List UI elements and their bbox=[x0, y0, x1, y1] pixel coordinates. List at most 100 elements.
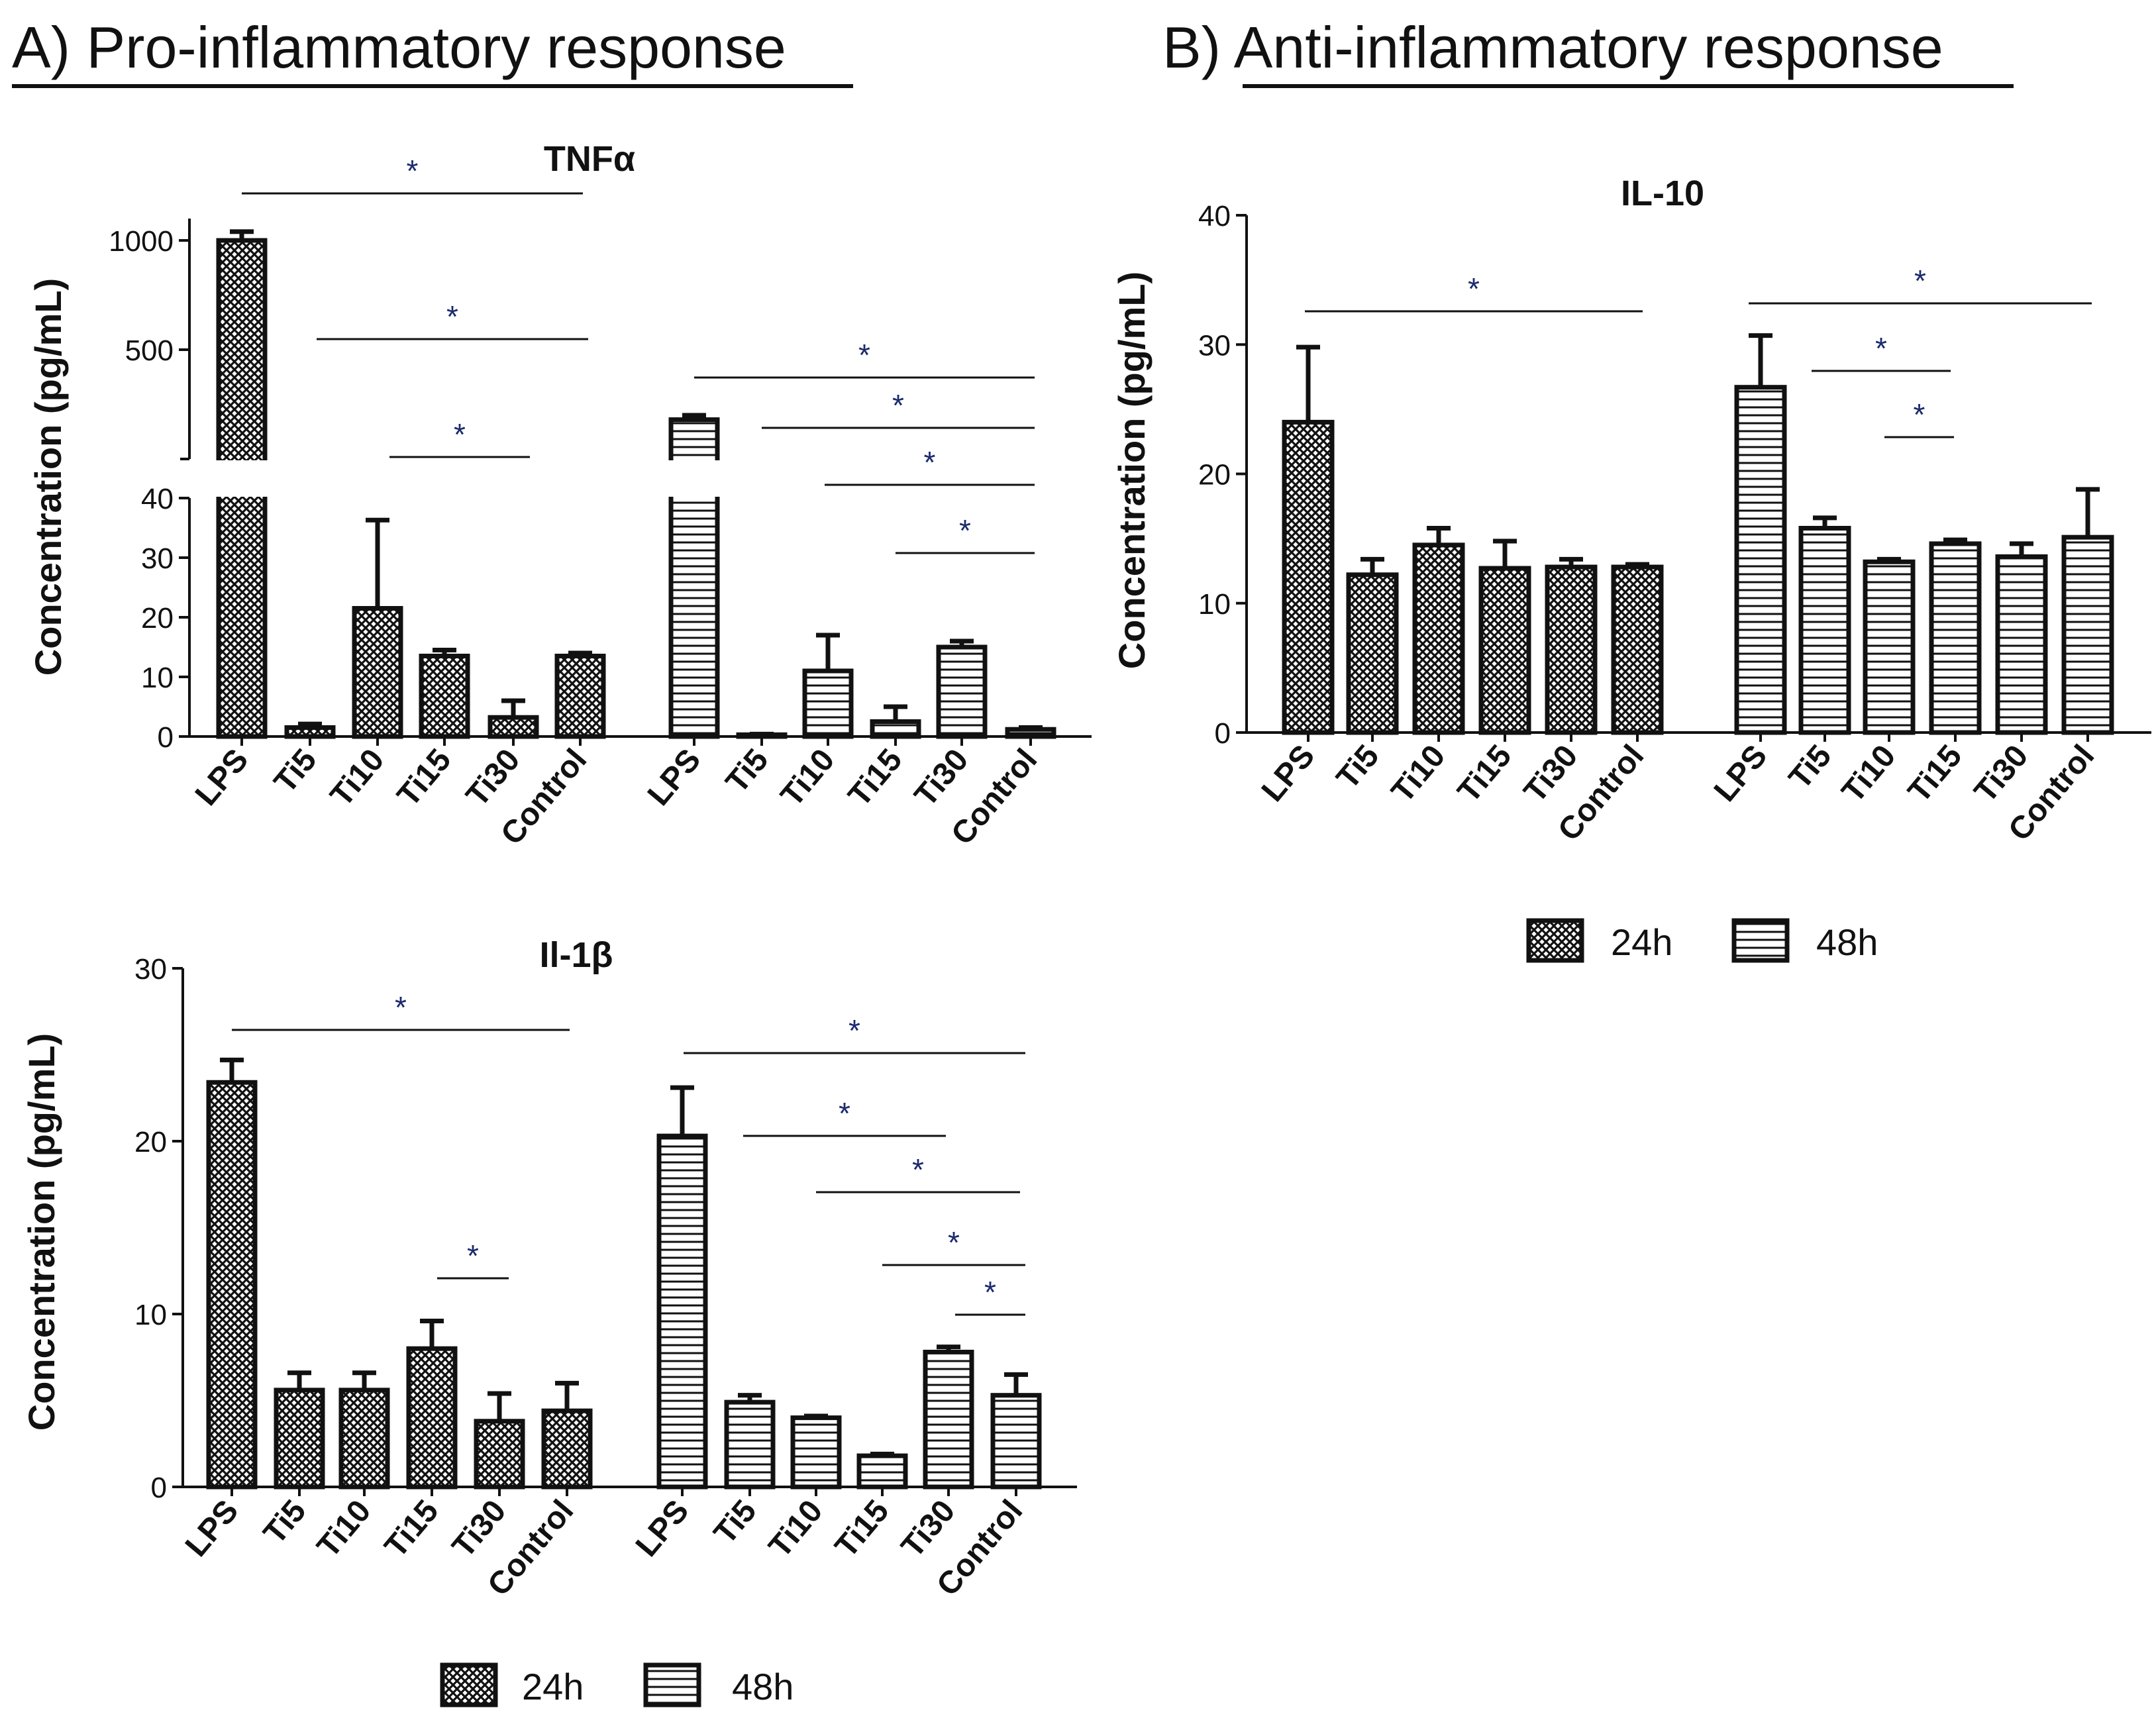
chart-title: TNFα bbox=[544, 139, 635, 179]
panel-b-title: B) Anti-inflammatory response bbox=[1162, 15, 1943, 80]
bar bbox=[541, 1408, 593, 1490]
category-tick-label: Ti5 bbox=[257, 1494, 313, 1551]
significance-star: * bbox=[407, 154, 419, 188]
axis-break-gap bbox=[215, 460, 269, 497]
y-tick-label: 40 bbox=[141, 483, 174, 515]
significance-star: * bbox=[446, 299, 458, 334]
category-tick-label: LPS bbox=[1255, 738, 1322, 809]
bar bbox=[1734, 385, 1787, 735]
category-tick-label: Ti10 bbox=[324, 742, 391, 813]
bar bbox=[923, 1349, 974, 1490]
bar bbox=[802, 668, 854, 739]
significance-star: * bbox=[395, 990, 407, 1025]
category-tick-label: Ti10 bbox=[1385, 738, 1453, 809]
y-tick-label: 10 bbox=[1198, 588, 1231, 621]
chart-title: IL-10 bbox=[1621, 174, 1704, 213]
bar bbox=[406, 1346, 458, 1490]
significance-star: * bbox=[454, 417, 466, 452]
category-tick-label: Ti15 bbox=[1451, 738, 1519, 809]
legend-24h-swatch bbox=[1526, 918, 1584, 963]
y-tick-label: 10 bbox=[134, 1299, 167, 1331]
significance-star: * bbox=[984, 1275, 996, 1309]
bar bbox=[1412, 542, 1465, 735]
legend-48h-swatch bbox=[1731, 918, 1790, 963]
y-tick-label: 20 bbox=[141, 602, 174, 635]
y-tick-label: 40 bbox=[1198, 200, 1231, 232]
bar bbox=[338, 1388, 390, 1490]
category-tick-label: Ti10 bbox=[774, 742, 842, 813]
category-tick-label: Ti15 bbox=[391, 742, 458, 813]
y-tick-label: 30 bbox=[134, 953, 167, 986]
bar bbox=[790, 1415, 842, 1490]
y-axis-label: Concentration (pg/mL) bbox=[27, 278, 69, 676]
category-tick-label: Ti15 bbox=[1902, 738, 1969, 809]
bar bbox=[488, 715, 539, 739]
bar bbox=[474, 1419, 525, 1490]
significance-star: * bbox=[892, 388, 904, 423]
category-tick-label: Ti15 bbox=[842, 742, 909, 813]
category-tick-label: Ti15 bbox=[378, 1494, 446, 1564]
bar bbox=[656, 1133, 708, 1490]
category-tick-label: LPS bbox=[629, 1494, 696, 1564]
significance-star: * bbox=[959, 513, 971, 548]
legend-24h-label: 24h bbox=[1611, 921, 1672, 963]
bar bbox=[419, 654, 470, 739]
legend-48h-swatch bbox=[643, 1662, 701, 1707]
category-tick-label: LPS bbox=[189, 742, 256, 813]
y-tick-label: 20 bbox=[1198, 459, 1231, 491]
bar bbox=[352, 606, 403, 739]
bar bbox=[990, 1393, 1042, 1490]
y-tick-label: 20 bbox=[134, 1126, 167, 1158]
significance-star: * bbox=[1875, 331, 1887, 366]
y-tick-label: 1000 bbox=[109, 225, 174, 258]
legend-24h-label: 24h bbox=[522, 1666, 584, 1707]
category-tick-label: Ti5 bbox=[1330, 738, 1386, 796]
bar bbox=[1929, 541, 1982, 735]
bar bbox=[1995, 554, 2048, 735]
y-tick-label: 500 bbox=[125, 334, 174, 367]
legend-48h-label: 48h bbox=[732, 1666, 794, 1707]
bar bbox=[274, 1388, 325, 1490]
significance-star: * bbox=[1914, 264, 1926, 298]
bar bbox=[870, 719, 921, 739]
bar bbox=[1611, 564, 1664, 735]
category-tick-label: Ti5 bbox=[719, 742, 776, 800]
bar bbox=[554, 654, 606, 739]
bar bbox=[856, 1453, 908, 1490]
category-tick-label: Ti15 bbox=[829, 1494, 896, 1564]
bar bbox=[284, 725, 336, 739]
category-tick-label: Ti30 bbox=[908, 742, 976, 813]
category-tick-label: Ti5 bbox=[1782, 738, 1839, 796]
category-tick-label: Ti10 bbox=[1835, 738, 1903, 809]
y-axis-label: Concentration (pg/mL) bbox=[1111, 272, 1153, 669]
significance-star: * bbox=[467, 1239, 479, 1273]
y-tick-label: 30 bbox=[1198, 329, 1231, 362]
significance-star: * bbox=[1468, 272, 1480, 306]
y-tick-label: 10 bbox=[141, 662, 174, 694]
bar bbox=[1798, 526, 1851, 735]
panel-a-title: A) Pro-inflammatory response bbox=[12, 15, 786, 80]
significance-star: * bbox=[858, 338, 870, 372]
significance-star: * bbox=[948, 1225, 960, 1260]
bar bbox=[936, 644, 988, 739]
legend-panel-a: 24h 48h bbox=[440, 1662, 794, 1707]
bar bbox=[724, 1399, 776, 1490]
bar bbox=[1005, 727, 1056, 739]
bar bbox=[1863, 559, 1916, 735]
legend-24h-swatch bbox=[440, 1662, 498, 1707]
y-tick-label: 0 bbox=[151, 1472, 167, 1504]
significance-star: * bbox=[912, 1152, 924, 1187]
bar bbox=[1346, 572, 1399, 735]
significance-star: * bbox=[924, 445, 936, 480]
legend-48h-label: 48h bbox=[1816, 921, 1878, 963]
category-tick-label: LPS bbox=[179, 1494, 246, 1564]
category-tick-label: Ti10 bbox=[311, 1494, 378, 1564]
bar bbox=[206, 1080, 258, 1490]
y-tick-label: 30 bbox=[141, 542, 174, 575]
y-tick-label: 0 bbox=[158, 721, 174, 754]
category-tick-label: Ti10 bbox=[762, 1494, 830, 1564]
category-tick-label: LPS bbox=[1708, 738, 1774, 809]
